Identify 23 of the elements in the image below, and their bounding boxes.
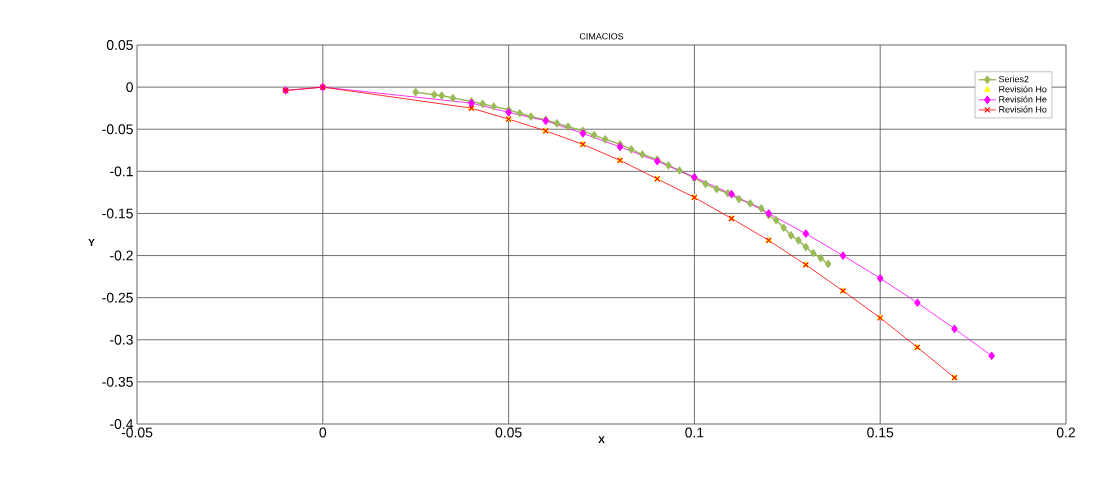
y-tick-label: -0.4 [110, 419, 134, 429]
y-tick-label: -0.25 [102, 292, 133, 303]
x-tick-label: 0.1 [685, 427, 704, 438]
x-tick-label: 0.2 [1056, 427, 1076, 438]
legend-label: Series2 [998, 75, 1029, 83]
x-tick-label: -0.05 [121, 427, 153, 438]
y-tick-label: -0.1 [110, 166, 133, 177]
y-tick-label: -0.15 [102, 208, 133, 219]
y-tick-label: 0.05 [106, 40, 133, 50]
x-tick-label: 0.15 [867, 427, 894, 438]
x-axis-title: X [598, 436, 605, 444]
y-axis-title: Y [88, 239, 95, 246]
y-tick-label: -0.2 [110, 250, 133, 261]
chart-title: CIMACIOS [579, 33, 624, 40]
legend-label: Revisión He [999, 95, 1047, 103]
y-tick-label: 0 [126, 82, 133, 93]
y-tick-label: -0.3 [110, 334, 133, 345]
y-tick-label: -0.05 [102, 124, 133, 135]
y-tick-label: -0.35 [102, 376, 133, 387]
legend-label: Revisión Ho [999, 105, 1047, 113]
x-tick-label: 0 [319, 427, 327, 438]
x-tick-label: 0.05 [495, 427, 522, 438]
legend-label: Revisión Ho [999, 85, 1047, 93]
